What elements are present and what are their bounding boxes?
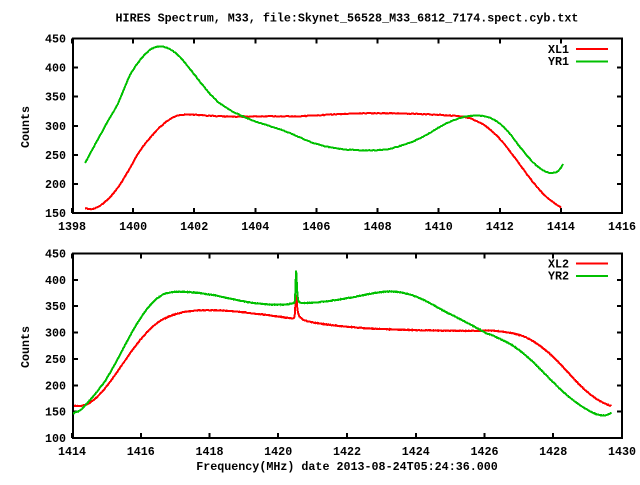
svg-text:1414: 1414 [547, 220, 575, 234]
svg-text:300: 300 [45, 327, 66, 341]
svg-text:1414: 1414 [58, 445, 86, 459]
svg-text:HIRES Spectrum, M33, file:Skyn: HIRES Spectrum, M33, file:Skynet_56528_M… [116, 12, 579, 26]
svg-text:XL1: XL1 [548, 43, 569, 57]
svg-text:450: 450 [45, 248, 66, 262]
svg-text:150: 150 [45, 207, 66, 221]
svg-text:350: 350 [45, 91, 66, 105]
svg-text:Counts: Counts [19, 326, 33, 368]
svg-text:1426: 1426 [470, 445, 498, 459]
svg-text:200: 200 [45, 379, 66, 393]
svg-text:1418: 1418 [195, 445, 223, 459]
svg-text:YR1: YR1 [548, 55, 569, 69]
svg-text:Frequency(MHz) date 2013-08-24: Frequency(MHz) date 2013-08-24T05:24:36.… [196, 460, 498, 474]
svg-text:1412: 1412 [486, 220, 514, 234]
svg-text:1398: 1398 [58, 220, 86, 234]
svg-text:450: 450 [45, 33, 66, 47]
svg-text:1416: 1416 [127, 445, 155, 459]
svg-text:200: 200 [45, 178, 66, 192]
svg-text:1408: 1408 [364, 220, 392, 234]
svg-text:1402: 1402 [180, 220, 208, 234]
svg-text:400: 400 [45, 274, 66, 288]
svg-text:XL2: XL2 [548, 258, 569, 272]
svg-text:1400: 1400 [119, 220, 147, 234]
svg-text:250: 250 [45, 149, 66, 163]
svg-text:1410: 1410 [425, 220, 453, 234]
svg-text:100: 100 [45, 432, 66, 446]
svg-text:1430: 1430 [608, 445, 636, 459]
svg-text:1422: 1422 [333, 445, 361, 459]
svg-text:YR2: YR2 [548, 270, 569, 284]
svg-text:350: 350 [45, 300, 66, 314]
svg-text:1428: 1428 [539, 445, 567, 459]
svg-text:1404: 1404 [241, 220, 269, 234]
svg-text:400: 400 [45, 62, 66, 76]
svg-text:1420: 1420 [264, 445, 292, 459]
svg-text:1416: 1416 [608, 220, 636, 234]
svg-text:250: 250 [45, 353, 66, 367]
svg-text:Counts: Counts [19, 106, 33, 148]
svg-text:300: 300 [45, 120, 66, 134]
svg-text:1406: 1406 [302, 220, 330, 234]
svg-text:150: 150 [45, 406, 66, 420]
svg-text:1424: 1424 [402, 445, 430, 459]
